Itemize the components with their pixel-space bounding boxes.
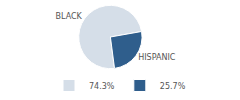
svg-text:74.3%: 74.3% xyxy=(89,82,115,91)
svg-text:25.7%: 25.7% xyxy=(160,82,186,91)
svg-text:HISPANIC: HISPANIC xyxy=(138,53,176,62)
svg-text:BLACK: BLACK xyxy=(56,12,83,21)
